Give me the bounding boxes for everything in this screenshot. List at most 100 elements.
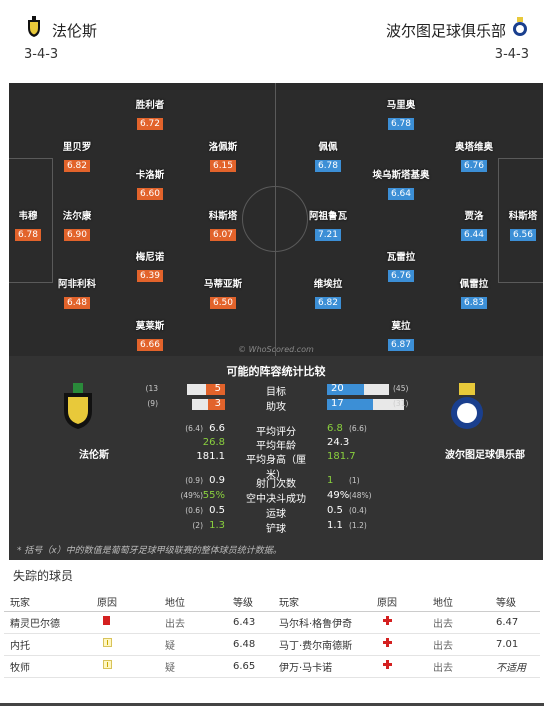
player-status: 出去 (433, 611, 496, 634)
stat-row: (49%) 55% 空中决斗成功 49% (48%) (9, 490, 543, 505)
player-status: 疑 (165, 655, 233, 678)
away-team-name[interactable]: 波尔图足球俱乐部 (385, 22, 506, 40)
player-name[interactable]: 伊万·马卡诺 (279, 655, 377, 678)
player-away[interactable]: 埃乌斯塔基奥 6.64 (372, 170, 430, 200)
player-home[interactable]: 莫莱斯 6.66 (135, 321, 165, 351)
player-home[interactable]: 胜利者 6.72 (135, 100, 165, 130)
player-name[interactable]: 马尔科·格鲁伊奇 (279, 611, 377, 634)
home-league-value: (9) (147, 399, 158, 408)
col-header: 等级 (496, 593, 540, 612)
away-value: 1.1 (327, 520, 343, 531)
away-value: 1 (327, 475, 334, 486)
red-card-icon (103, 616, 110, 625)
doubtful-icon (103, 638, 112, 647)
stat-label: 铲球 (266, 524, 286, 535)
table-row: 牧师 疑 6.65 伊万·马卡诺 出去 不适用 (4, 655, 540, 678)
home-league-value: (0.9) (185, 476, 203, 485)
home-league-value: (13 (145, 384, 158, 393)
player-away[interactable]: 科斯塔 6.56 (508, 211, 538, 241)
home-penalty-box (9, 158, 53, 283)
player-status: 出去 (433, 655, 496, 678)
stat-row: (0.6) 0.5 运球 0.5 (0.4) (9, 505, 543, 520)
col-header: 原因 (97, 593, 165, 612)
away-league-value: (48%) (349, 491, 372, 500)
player-away[interactable]: 阿祖鲁瓦 7.21 (308, 211, 347, 241)
player-home[interactable]: 阿非利科 6.48 (57, 279, 96, 309)
col-header: 地位 (165, 593, 233, 612)
player-home[interactable]: 卡洛斯 6.60 (135, 170, 165, 200)
stat-label: 空中决斗成功 (246, 494, 306, 505)
away-value: 24.3 (327, 437, 350, 448)
home-value: 5 (214, 383, 221, 394)
home-formation: 3-4-3 (24, 47, 59, 62)
home-league-value: (0.6) (185, 506, 203, 515)
missing-players-table: 玩家 原因 地位 等级 玩家 原因 地位 等级 精灵巴尔德 出去 6.43 马尔科·格… (4, 593, 540, 678)
player-name[interactable]: 精灵巴尔德 (4, 611, 97, 634)
player-rating: 不适用 (496, 655, 540, 678)
home-team-name[interactable]: 法伦斯 (52, 22, 98, 40)
footer-bar (0, 703, 544, 706)
player-away[interactable]: 佩佩 6.78 (283, 139, 373, 172)
away-bar (327, 384, 364, 395)
stat-label: 平均评分 (256, 427, 296, 438)
player-away[interactable]: 奥塔维奥 6.76 (454, 142, 493, 172)
missing-players-title: 失踪的球员 (13, 569, 74, 583)
player-home[interactable]: 韦穆 6.78 (9, 208, 73, 241)
player-away[interactable]: 马里奥 6.78 (386, 100, 416, 130)
away-league-value: (1.2) (349, 521, 367, 530)
porto-crest-icon (513, 17, 527, 36)
player-home[interactable]: 马蒂亚斯 6.50 (203, 279, 242, 309)
stat-row: 181.1 平均身高（厘米） 181.7 (9, 451, 543, 481)
player-status: 出去 (165, 611, 233, 634)
table-row: 精灵巴尔德 出去 6.43 马尔科·格鲁伊奇 出去 6.47 (4, 611, 540, 634)
home-value: 6.6 (209, 423, 225, 434)
stat-bar-row: (9) 3 助攻 17 (31) (9, 398, 543, 413)
stat-label: 助攻 (266, 402, 286, 413)
player-away[interactable]: 贾洛 6.44 (429, 208, 519, 241)
home-league-value: (49%) (180, 491, 203, 500)
stat-bar-row: (13 5 目标 20 (45) (9, 383, 543, 398)
compare-home-team: 法伦斯 (79, 450, 109, 461)
player-name[interactable]: 内托 (4, 633, 97, 656)
away-value: 0.5 (327, 505, 343, 516)
injury-icon (383, 616, 392, 625)
table-row: 内托 疑 6.48 马丁·费尔南德斯 出去 7.01 (4, 633, 540, 656)
center-circle (242, 186, 308, 252)
farense-crest-icon (64, 383, 92, 429)
home-bar (206, 384, 225, 395)
home-value: 0.9 (209, 475, 225, 486)
player-name[interactable]: 马丁·费尔南德斯 (279, 633, 377, 656)
stat-label: 目标 (266, 387, 286, 398)
away-league-value: (45) (393, 384, 409, 393)
farense-crest-icon (28, 16, 40, 37)
player-home[interactable]: 梅尼诺 6.39 (135, 252, 165, 282)
watermark: © WhoScored.com (238, 345, 314, 354)
player-away[interactable]: 佩雷拉 6.83 (459, 279, 489, 309)
injury-icon (383, 638, 392, 647)
stat-row: (0.9) 0.9 射门次数 1 (1) (9, 475, 543, 490)
player-home[interactable]: 法尔康 6.90 (62, 211, 92, 241)
player-away[interactable]: 维埃拉 6.82 (313, 279, 343, 309)
col-header: 玩家 (279, 593, 377, 612)
player-home[interactable]: 科斯塔 6.07 (208, 211, 238, 241)
col-header: 地位 (433, 593, 496, 612)
away-value: 181.7 (327, 451, 356, 462)
player-status: 出去 (433, 633, 496, 656)
stat-label: 射门次数 (256, 479, 296, 490)
away-league-value: (0.4) (349, 506, 367, 515)
player-home[interactable]: 洛佩斯 6.15 (208, 142, 238, 172)
home-league-value: (2) (192, 521, 203, 530)
stat-row: 26.8 平均年龄 24.3 (9, 437, 543, 452)
stat-label: 平均身高（厘米） (246, 455, 306, 481)
home-league-value: (6.4) (185, 424, 203, 433)
player-rating: 6.43 (233, 611, 279, 634)
home-value: 0.5 (209, 505, 225, 516)
player-rating: 7.01 (496, 633, 540, 656)
player-home[interactable]: 里贝罗 6.82 (62, 142, 92, 172)
player-away[interactable]: 莫拉 6.87 (356, 318, 446, 351)
lineup-comparison: 可能的阵容统计比较 法伦斯 波尔图足球俱乐部 (13 5 目标 20 (45) (9) 3 助… (9, 356, 543, 560)
player-name[interactable]: 牧师 (4, 655, 97, 678)
col-header: 原因 (377, 593, 433, 612)
player-away[interactable]: 瓦雷拉 6.76 (386, 252, 416, 282)
home-bar (208, 399, 225, 410)
